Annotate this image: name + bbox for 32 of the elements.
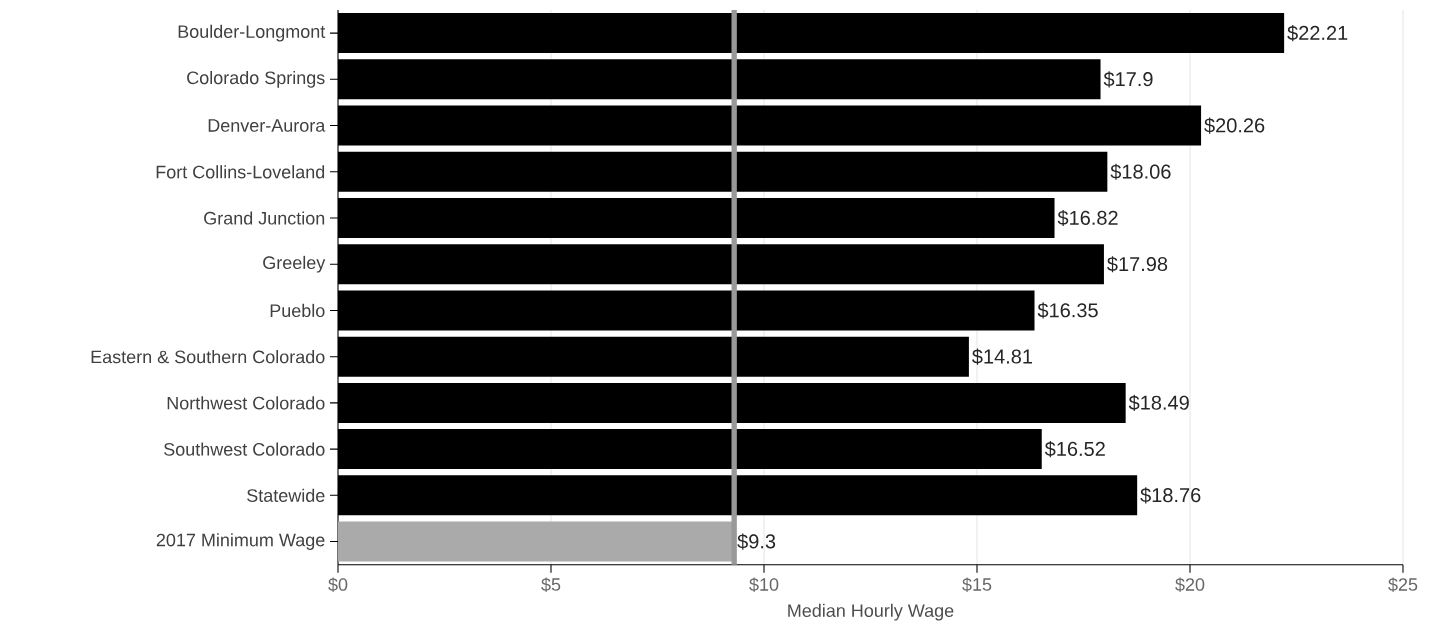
- y-tick-label: Pueblo: [270, 304, 325, 318]
- data-label: $20.26: [1204, 117, 1265, 134]
- y-tick-label: Southwest Colorado: [164, 442, 325, 456]
- data-label: $9.3: [737, 533, 776, 550]
- y-tick-label: Colorado Springs: [187, 71, 325, 88]
- y-tick-label: Statewide: [247, 488, 325, 503]
- bar: [338, 521, 735, 562]
- data-label: $16.52: [1044, 441, 1105, 458]
- y-tick-label: 2017 Minimum Wage: [156, 533, 325, 551]
- y-tick-label: Eastern & Southern Colorado: [91, 350, 325, 364]
- x-tick-label: $15: [962, 577, 992, 593]
- data-label: $18.49: [1128, 394, 1189, 412]
- data-label: $17.9: [1103, 71, 1153, 88]
- x-tick-label: $10: [749, 577, 779, 593]
- x-tick-label: $20: [1175, 577, 1205, 593]
- y-tick-label: Denver-Aurora: [208, 119, 326, 132]
- data-label: $14.81: [972, 348, 1033, 365]
- data-label: $17.98: [1107, 256, 1168, 273]
- y-tick-label: Greeley: [263, 256, 326, 273]
- y-tick-label: Boulder-Longmont: [178, 24, 326, 42]
- y-tick-label: Grand Junction: [204, 211, 325, 225]
- x-tick-label: $25: [1388, 577, 1418, 593]
- data-label: $18.76: [1140, 487, 1201, 504]
- x-axis-title: Median Hourly Wage: [788, 603, 954, 621]
- data-label: $18.06: [1110, 163, 1171, 181]
- x-tick-label: $0: [328, 577, 348, 593]
- data-label: $16.35: [1037, 302, 1098, 319]
- data-label: $22.21: [1287, 25, 1348, 42]
- x-tick-label: $5: [541, 577, 561, 593]
- data-label: $16.82: [1057, 210, 1118, 227]
- y-tick-label: Fort Collins-Loveland: [156, 165, 325, 179]
- y-tick-label: Northwest Colorado: [167, 396, 325, 410]
